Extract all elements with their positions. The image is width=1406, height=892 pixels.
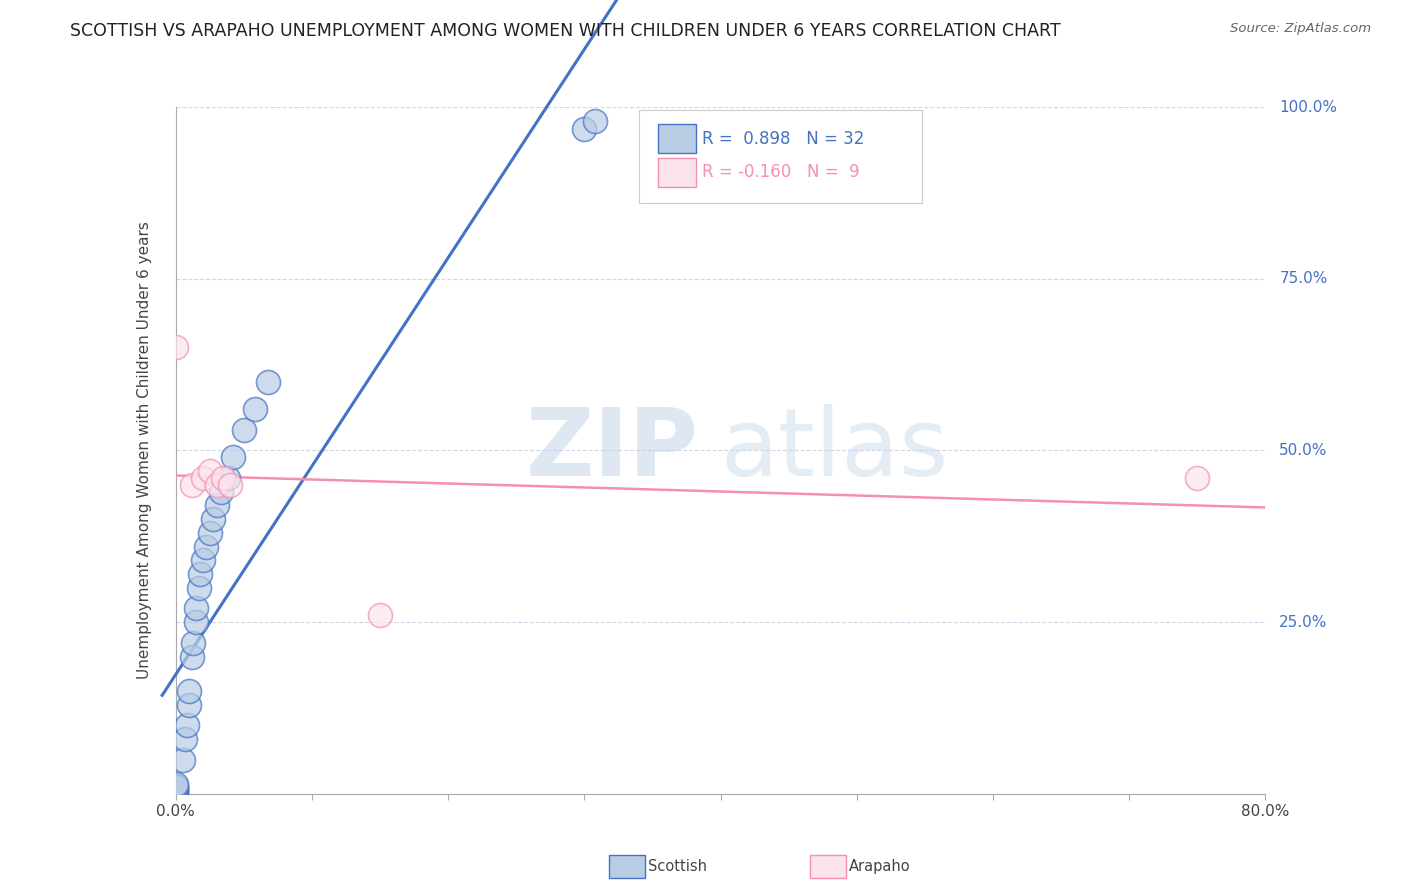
Point bbox=[165, 784, 187, 798]
Point bbox=[243, 402, 266, 417]
Point bbox=[165, 787, 187, 801]
Point bbox=[165, 785, 187, 799]
Text: 50.0%: 50.0% bbox=[1279, 443, 1327, 458]
Point bbox=[209, 484, 232, 499]
Point bbox=[257, 375, 280, 389]
Point bbox=[165, 776, 187, 790]
Text: Arapaho: Arapaho bbox=[849, 859, 911, 873]
Text: Scottish: Scottish bbox=[648, 859, 707, 873]
Point bbox=[179, 683, 201, 698]
Text: atlas: atlas bbox=[721, 404, 949, 497]
FancyBboxPatch shape bbox=[638, 111, 922, 203]
Point bbox=[165, 780, 187, 794]
Y-axis label: Unemployment Among Women with Children Under 6 years: Unemployment Among Women with Children U… bbox=[138, 221, 152, 680]
Point bbox=[217, 471, 239, 485]
Text: R = -0.160   N =  9: R = -0.160 N = 9 bbox=[702, 163, 859, 181]
Point bbox=[191, 553, 214, 567]
Point bbox=[186, 601, 208, 615]
Text: ZIP: ZIP bbox=[526, 404, 699, 497]
Point bbox=[187, 581, 209, 595]
Point bbox=[165, 340, 187, 354]
Point bbox=[219, 478, 242, 492]
Point bbox=[165, 779, 187, 793]
Point bbox=[222, 450, 245, 465]
FancyBboxPatch shape bbox=[658, 158, 696, 186]
Point bbox=[181, 478, 204, 492]
Point bbox=[191, 471, 214, 485]
Point bbox=[181, 649, 204, 664]
Point bbox=[232, 423, 254, 437]
Point bbox=[198, 464, 221, 478]
Point bbox=[172, 753, 194, 767]
Point bbox=[174, 731, 197, 746]
Point bbox=[176, 718, 198, 732]
Point bbox=[368, 608, 391, 623]
Point bbox=[574, 122, 596, 136]
Text: Source: ZipAtlas.com: Source: ZipAtlas.com bbox=[1230, 22, 1371, 36]
Point bbox=[194, 540, 217, 554]
Point bbox=[205, 478, 228, 492]
Point bbox=[201, 512, 224, 526]
Point bbox=[212, 471, 235, 485]
Text: 25.0%: 25.0% bbox=[1279, 615, 1327, 630]
Point bbox=[186, 615, 208, 630]
Text: 100.0%: 100.0% bbox=[1279, 100, 1337, 114]
Point bbox=[183, 636, 205, 650]
Point bbox=[179, 698, 201, 712]
Point bbox=[583, 113, 606, 128]
Point bbox=[205, 499, 228, 513]
Point bbox=[188, 567, 211, 582]
Text: SCOTTISH VS ARAPAHO UNEMPLOYMENT AMONG WOMEN WITH CHILDREN UNDER 6 YEARS CORRELA: SCOTTISH VS ARAPAHO UNEMPLOYMENT AMONG W… bbox=[70, 22, 1062, 40]
FancyBboxPatch shape bbox=[658, 124, 696, 153]
Point bbox=[165, 782, 187, 797]
Point bbox=[165, 781, 187, 796]
Point bbox=[198, 525, 221, 540]
Text: R =  0.898   N = 32: R = 0.898 N = 32 bbox=[702, 129, 865, 148]
Point bbox=[1187, 471, 1209, 485]
Text: 75.0%: 75.0% bbox=[1279, 271, 1327, 286]
